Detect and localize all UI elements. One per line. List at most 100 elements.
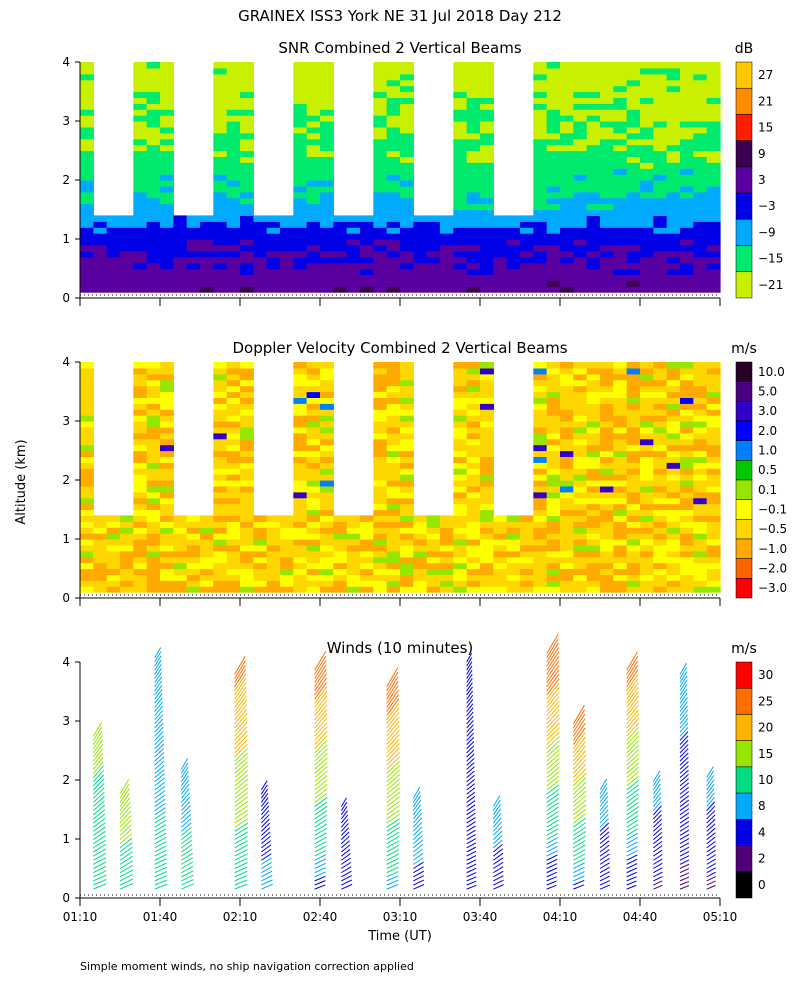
wind-barb (679, 782, 689, 791)
doppler-cell (586, 539, 601, 546)
doppler-cell (80, 391, 94, 398)
snr-cell (640, 109, 654, 116)
doppler-cell (120, 586, 134, 593)
doppler-cell (640, 403, 654, 410)
doppler-cell (640, 426, 654, 434)
wind-barb (466, 829, 476, 836)
snr-cell (280, 262, 294, 270)
snr-cell (706, 67, 721, 75)
snr-cell (240, 144, 254, 152)
wind-barb (493, 852, 504, 861)
snr-cell (293, 185, 308, 193)
wind-barb (386, 685, 399, 704)
snr-cell (600, 85, 614, 93)
doppler-cell (240, 385, 254, 393)
snr-cell (600, 115, 614, 122)
doppler-cell (146, 550, 161, 558)
doppler-cell (653, 586, 668, 593)
wind-barb (92, 782, 105, 795)
wind-barb (234, 809, 249, 820)
wind-barb (412, 821, 423, 832)
wind-barb (412, 795, 421, 807)
snr-cell (160, 109, 174, 116)
wind-barb (154, 726, 164, 737)
doppler-cell (613, 562, 628, 570)
snr-cell (146, 286, 161, 293)
wind-barb (260, 805, 270, 816)
doppler-cell (133, 403, 148, 410)
snr-cell (186, 239, 201, 246)
snr-cell (160, 197, 174, 205)
wind-barb (546, 858, 558, 865)
wind-barb (573, 813, 587, 824)
snr-cell (320, 126, 334, 134)
doppler-cell (306, 468, 321, 475)
doppler-cell (653, 544, 668, 552)
snr-cell (506, 280, 521, 287)
wind-barb (119, 846, 133, 857)
doppler-cell (506, 556, 521, 564)
doppler-cell (560, 391, 574, 398)
wind-barb (234, 664, 246, 683)
snr-cell (120, 215, 134, 222)
doppler-cell (573, 444, 588, 452)
snr-cell (400, 103, 414, 110)
doppler-cell (506, 527, 521, 534)
doppler-cell (466, 397, 481, 404)
wind-barb (626, 797, 639, 807)
doppler-cell (160, 426, 174, 434)
snr-cell (413, 227, 428, 234)
wind-barb (706, 775, 715, 787)
snr-cell (480, 250, 494, 258)
doppler-cell (373, 515, 388, 522)
doppler-cell (493, 568, 508, 575)
snr-cell (200, 280, 214, 287)
doppler-cell (453, 491, 468, 499)
snr-cell (80, 132, 94, 140)
doppler-cell (160, 391, 174, 398)
snr-cell (506, 239, 521, 246)
snr-cell (640, 150, 654, 157)
doppler-cell (706, 397, 721, 404)
wind-barb (599, 871, 610, 878)
wind-barb (546, 854, 558, 861)
snr-cell (320, 174, 334, 181)
snr-cell (586, 221, 601, 228)
snr-cell (706, 150, 721, 157)
doppler-cell (666, 533, 681, 540)
wind-profile (92, 722, 107, 890)
doppler-cell (706, 456, 721, 463)
doppler-cell (213, 385, 228, 393)
snr-cell (240, 262, 254, 270)
doppler-cell (706, 521, 721, 528)
snr-cell (320, 209, 334, 216)
doppler-cell (586, 485, 601, 493)
doppler-cell (346, 574, 361, 581)
snr-cell (146, 227, 161, 234)
snr-cell (80, 209, 94, 216)
doppler-cell (653, 539, 668, 546)
snr-cell (693, 67, 708, 75)
snr-cell (533, 268, 548, 275)
doppler-cell (173, 562, 188, 570)
snr-cell (466, 62, 481, 69)
wind-barb (466, 808, 476, 816)
snr-cell (533, 221, 548, 228)
snr-cell (226, 227, 241, 234)
doppler-cell (373, 586, 388, 593)
colorbar-label: −0.5 (758, 522, 787, 536)
wind-barb (386, 712, 400, 729)
snr-cell (80, 180, 94, 187)
doppler-cell (373, 391, 388, 398)
snr-cell (133, 79, 148, 87)
doppler-cell (253, 562, 268, 570)
wind-barb (573, 844, 586, 853)
snr-cell (280, 239, 294, 246)
snr-cell (133, 244, 148, 252)
wind-barb (679, 731, 689, 741)
doppler-cell (640, 444, 654, 452)
doppler-cell (680, 456, 694, 463)
snr-cell (320, 250, 334, 258)
doppler-cell (160, 509, 174, 516)
doppler-cell (133, 485, 148, 493)
